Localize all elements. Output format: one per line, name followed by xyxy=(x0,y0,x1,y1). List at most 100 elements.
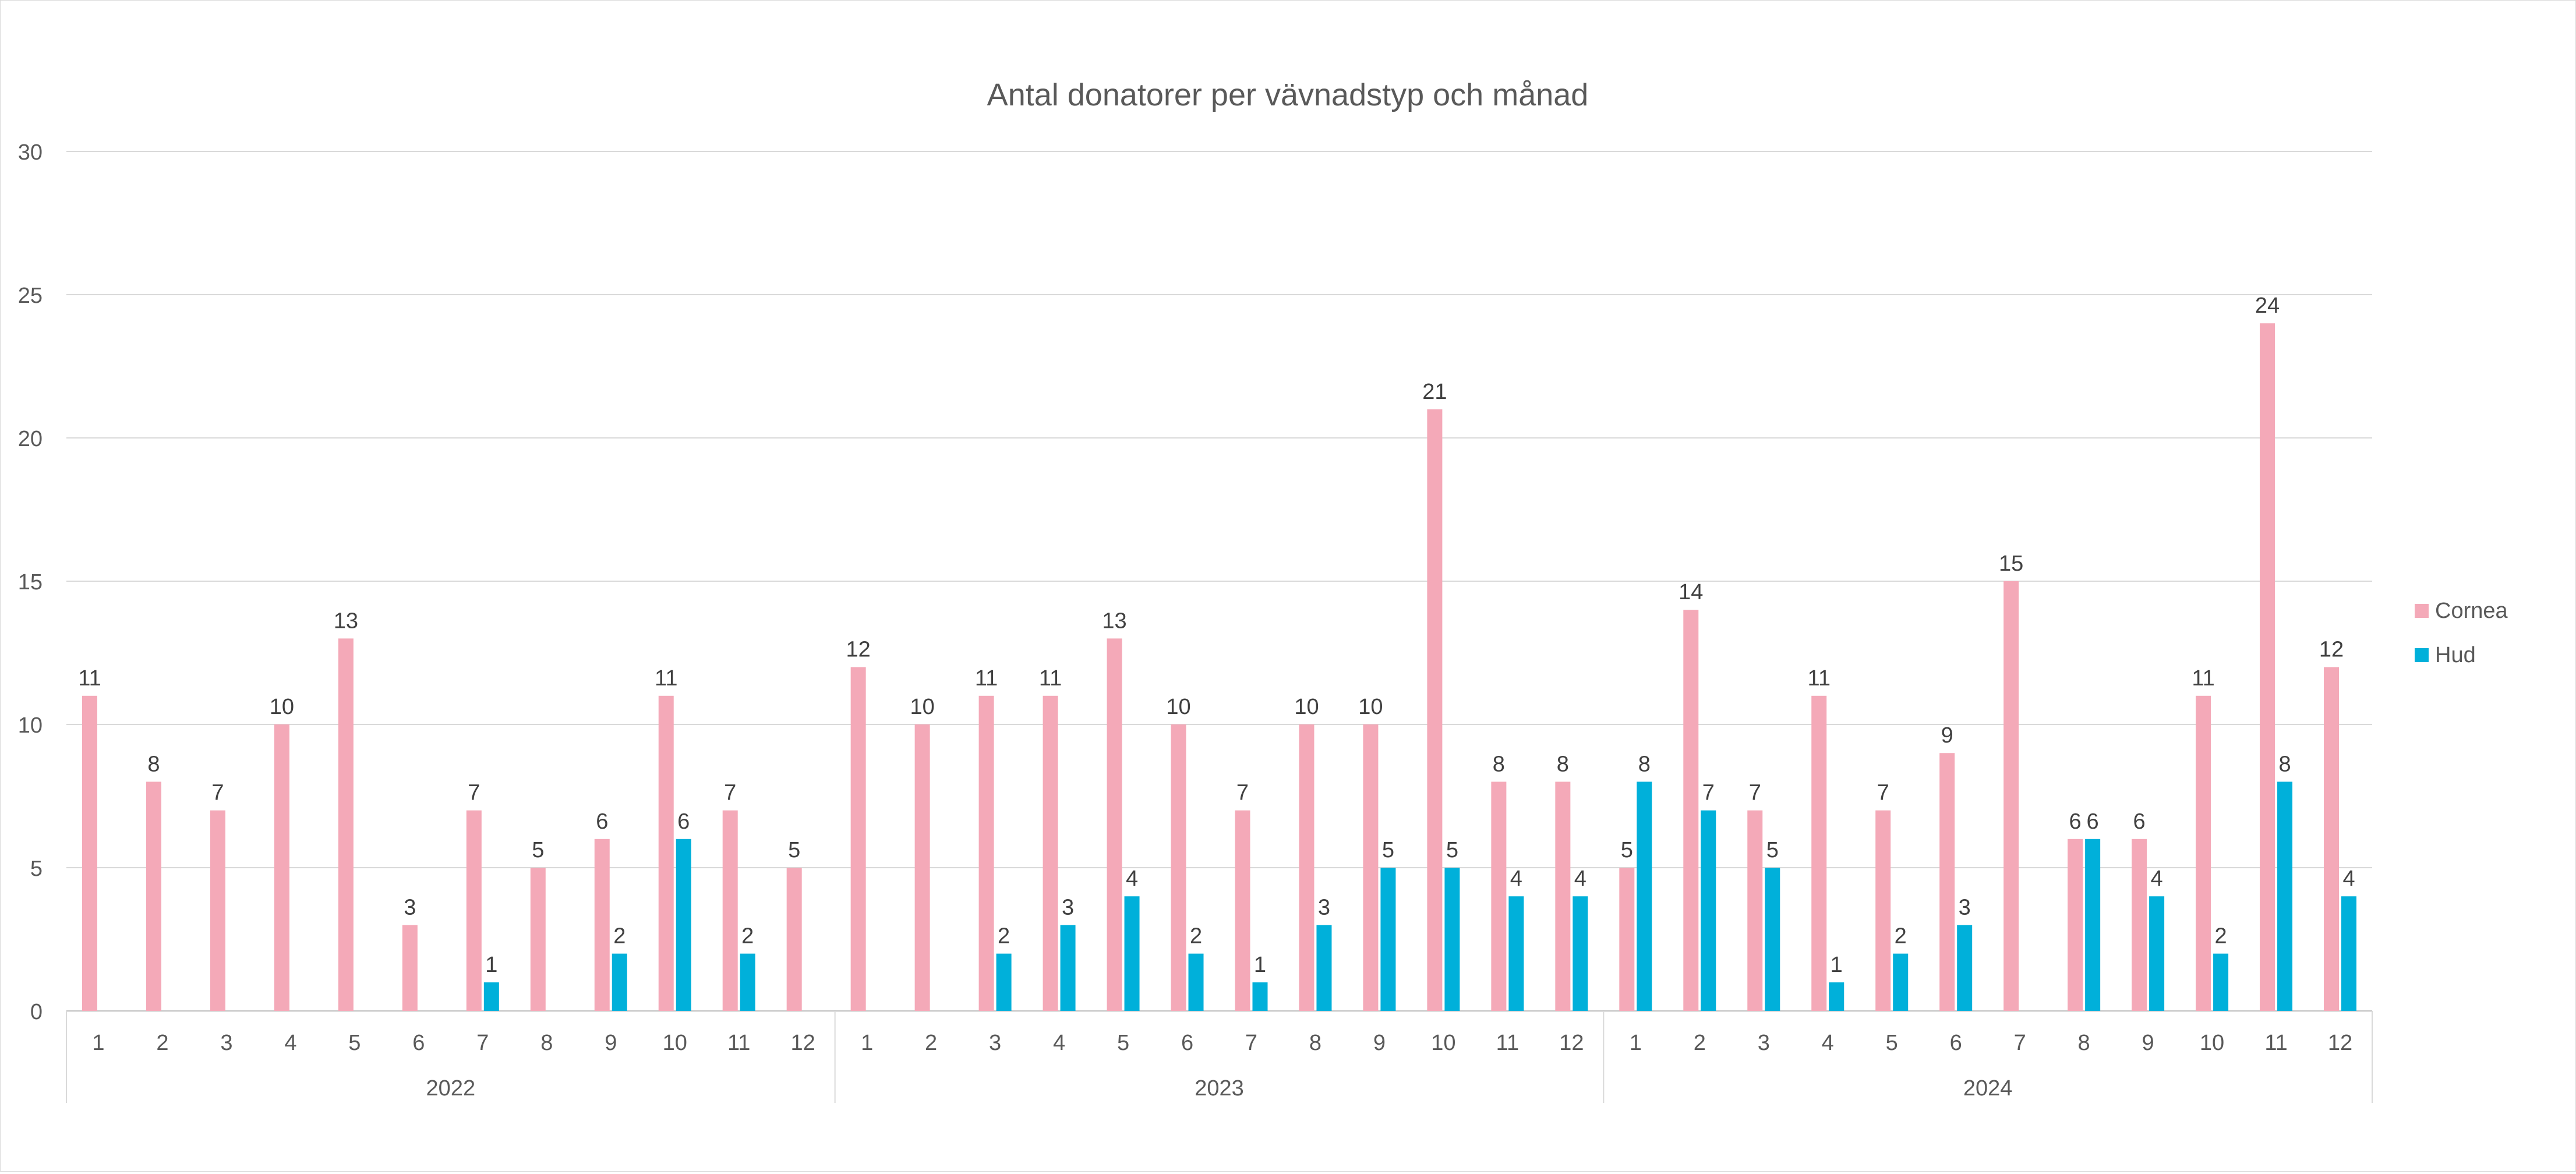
hud-data-label: 6 xyxy=(677,809,690,834)
legend-label: Cornea xyxy=(2435,599,2508,623)
cornea-data-label: 11 xyxy=(655,666,677,691)
cornea-bar xyxy=(1747,810,1763,1011)
hud-data-label: 4 xyxy=(1510,867,1522,891)
cornea-bar xyxy=(2324,667,2340,1011)
hud-data-label: 4 xyxy=(1574,867,1586,891)
cornea-bar xyxy=(850,667,866,1011)
cornea-data-label: 14 xyxy=(1679,580,1703,604)
y-tick-label: 5 xyxy=(30,857,43,881)
hud-bar xyxy=(483,982,499,1011)
hud-data-label: 1 xyxy=(485,953,497,977)
hud-bar xyxy=(740,953,755,1011)
group-label: 2024 xyxy=(1963,1076,2013,1101)
hud-bar xyxy=(2213,953,2229,1011)
cornea-data-label: 8 xyxy=(147,752,160,776)
cornea-legend-swatch xyxy=(2415,604,2429,618)
x-tick-label: 9 xyxy=(605,1031,617,1055)
cornea-data-label: 12 xyxy=(846,638,871,662)
hud-data-label: 2 xyxy=(741,924,754,949)
cornea-bar xyxy=(82,695,97,1011)
hud-bar xyxy=(1380,868,1396,1011)
cornea-bar xyxy=(1427,409,1443,1011)
x-tick-label: 8 xyxy=(540,1031,553,1055)
cornea-data-label: 7 xyxy=(1236,781,1249,805)
hud-data-label: 1 xyxy=(1831,953,1843,977)
cornea-bar xyxy=(402,925,418,1011)
cornea-bar xyxy=(722,810,738,1011)
cornea-bar xyxy=(210,810,225,1011)
hud-data-label: 5 xyxy=(1766,838,1779,862)
hud-bar xyxy=(2085,839,2101,1011)
cornea-data-label: 10 xyxy=(1166,695,1190,719)
x-tick-label: 7 xyxy=(2014,1031,2026,1055)
hud-data-label: 7 xyxy=(1702,781,1715,805)
x-tick-label: 8 xyxy=(2078,1031,2090,1055)
cornea-data-label: 15 xyxy=(1999,551,2023,576)
cornea-data-label: 11 xyxy=(975,666,998,691)
hud-data-label: 5 xyxy=(1446,838,1458,862)
x-tick-label: 8 xyxy=(1309,1031,1321,1055)
hud-bar xyxy=(1573,896,1588,1011)
hud-data-label: 2 xyxy=(613,924,626,949)
cornea-data-label: 10 xyxy=(910,695,934,719)
x-tick-label: 10 xyxy=(2200,1031,2224,1055)
cornea-data-label: 11 xyxy=(1808,666,1831,691)
group-label: 2022 xyxy=(426,1076,476,1101)
cornea-bar xyxy=(1875,810,1891,1011)
y-tick-label: 0 xyxy=(30,1000,43,1024)
x-tick-label: 6 xyxy=(1181,1031,1193,1055)
hud-bar xyxy=(1508,896,1524,1011)
cornea-data-label: 7 xyxy=(1749,781,1761,805)
cornea-data-label: 5 xyxy=(532,838,544,862)
hud-data-label: 4 xyxy=(2342,867,2355,891)
legend: Cornea Hud xyxy=(2415,599,2508,667)
x-tick-label: 6 xyxy=(1950,1031,1962,1055)
hud-bar xyxy=(1188,953,1204,1011)
hud-data-label: 2 xyxy=(2214,924,2227,949)
cornea-bar xyxy=(1299,724,1314,1011)
hud-data-label: 4 xyxy=(2151,867,2163,891)
hud-bar xyxy=(1316,925,1332,1011)
y-axis-ticks: 0 5 10 15 20 25 30 xyxy=(18,140,43,1024)
hud-bar xyxy=(1893,953,1909,1011)
y-tick-label: 15 xyxy=(18,570,43,595)
x-tick-label: 2 xyxy=(925,1031,937,1055)
cornea-data-label: 7 xyxy=(211,781,224,805)
hud-bar xyxy=(2149,896,2165,1011)
cornea-data-label: 8 xyxy=(1493,752,1505,776)
y-tick-label: 10 xyxy=(18,713,43,738)
cornea-data-label: 10 xyxy=(1358,695,1383,719)
cornea-bar xyxy=(658,695,674,1011)
x-tick-label: 3 xyxy=(220,1031,232,1055)
hud-bar xyxy=(1765,868,1780,1011)
gridlines xyxy=(66,151,2372,1012)
x-tick-label: 9 xyxy=(2142,1031,2154,1055)
cornea-data-label: 11 xyxy=(1039,666,1062,691)
cornea-data-label: 5 xyxy=(788,838,800,862)
cornea-bar xyxy=(530,868,546,1011)
x-tick-label: 1 xyxy=(861,1031,873,1055)
cornea-bar xyxy=(1555,782,1571,1011)
cornea-bar xyxy=(274,724,289,1011)
x-tick-label: 4 xyxy=(1053,1031,1065,1055)
hud-data-label: 2 xyxy=(1895,924,1907,949)
cornea-bar xyxy=(2068,839,2083,1011)
cornea-bar xyxy=(1107,638,1122,1011)
cornea-data-label: 9 xyxy=(1941,723,1953,748)
cornea-bar xyxy=(2196,695,2211,1011)
x-tick-label: 2 xyxy=(1694,1031,1706,1055)
cornea-data-label: 21 xyxy=(1422,380,1447,404)
cornea-data-label: 11 xyxy=(2192,666,2214,691)
hud-bar xyxy=(1957,925,1973,1011)
hud-data-label: 2 xyxy=(998,924,1010,949)
hud-data-label: 1 xyxy=(1254,953,1266,977)
x-tick-label: 7 xyxy=(1245,1031,1257,1055)
hud-bar xyxy=(1252,982,1268,1011)
cornea-bar xyxy=(1811,695,1827,1011)
hud-data-label: 6 xyxy=(2087,809,2099,834)
cornea-bar xyxy=(466,810,482,1011)
cornea-data-label: 5 xyxy=(1621,838,1633,862)
cornea-data-label: 6 xyxy=(596,809,608,834)
hud-bar xyxy=(1444,868,1460,1011)
